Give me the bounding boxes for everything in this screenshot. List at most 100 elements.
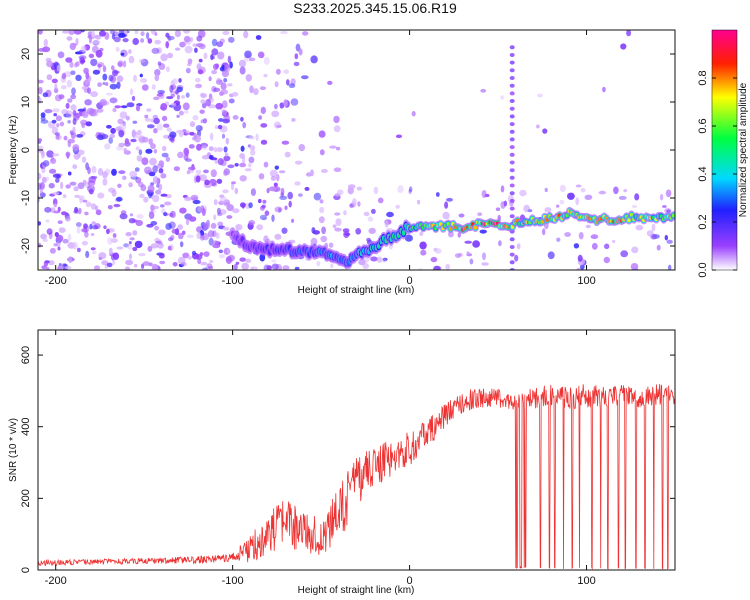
noise-speck [304, 186, 310, 191]
noise-speck [208, 155, 214, 160]
noise-speck [65, 216, 71, 222]
noise-speck [651, 223, 656, 232]
noise-speck [111, 65, 115, 71]
noise-speck [167, 245, 172, 251]
noise-speck [86, 107, 95, 115]
noise-speck [172, 78, 178, 85]
snr-frame [37, 329, 676, 571]
noise-speck [376, 256, 383, 263]
noise-speck [500, 95, 504, 100]
noise-speck [200, 93, 207, 99]
noise-speck [270, 175, 277, 181]
noise-speck [235, 261, 240, 265]
noise-speck [248, 220, 256, 226]
vertical-line-segment [509, 191, 515, 196]
noise-speck [176, 114, 180, 118]
noise-speck [352, 198, 357, 206]
noise-speck [222, 226, 230, 231]
noise-speck [117, 183, 122, 188]
vertical-line-segment [509, 106, 515, 111]
noise-speck [626, 30, 632, 37]
noise-speck [138, 149, 143, 156]
noise-speck [503, 200, 508, 207]
colorbar-tick-label: 0.8 [697, 70, 709, 85]
noise-speck [263, 235, 269, 243]
noise-speck [245, 258, 252, 263]
noise-speck [38, 138, 43, 142]
noise-speck [126, 102, 135, 108]
noise-speck [278, 170, 286, 174]
noise-speck [395, 134, 403, 139]
noise-speck [446, 197, 453, 202]
noise-speck [161, 152, 169, 158]
noise-speck [117, 118, 124, 125]
noise-speck [298, 193, 303, 197]
noise-speck [262, 217, 267, 221]
noise-speck [333, 167, 342, 172]
noise-speck [203, 251, 210, 257]
noise-speck [69, 181, 77, 186]
noise-speck [170, 93, 175, 98]
noise-speck [239, 202, 246, 208]
noise-speck [122, 38, 129, 43]
noise-speck [523, 204, 531, 213]
noise-speck [200, 261, 208, 266]
noise-speck [198, 58, 203, 63]
noise-speck [84, 77, 91, 85]
noise-speck [230, 182, 235, 191]
noise-speck [97, 168, 104, 176]
noise-speck [283, 69, 289, 74]
noise-speck [231, 181, 236, 185]
noise-speck [123, 60, 127, 68]
noise-speck [666, 209, 671, 214]
noise-speck [213, 87, 221, 93]
noise-speck [371, 208, 376, 214]
noise-speck [195, 83, 202, 89]
noise-speck [217, 221, 224, 227]
noise-speck [151, 47, 160, 55]
noise-speck [233, 264, 238, 270]
noise-speck [188, 132, 195, 136]
noise-speck [665, 189, 672, 198]
noise-speck [163, 123, 170, 128]
vertical-line-segment [509, 152, 515, 157]
noise-speck [155, 189, 162, 195]
noise-speck [60, 85, 67, 90]
noise-speck [397, 185, 404, 194]
noise-speck [268, 186, 277, 192]
noise-speck [92, 69, 100, 75]
noise-speck [99, 30, 106, 37]
noise-speck [201, 102, 207, 109]
noise-speck [128, 182, 133, 188]
noise-speck [91, 166, 97, 174]
noise-speck [81, 240, 88, 246]
noise-speck [495, 207, 501, 211]
noise-speck [556, 204, 560, 208]
noise-speck [70, 70, 76, 76]
noise-speck [320, 169, 328, 173]
noise-speck [190, 194, 199, 201]
y-tick-label: -10 [20, 190, 32, 206]
noise-speck [290, 98, 299, 106]
noise-speck [57, 51, 65, 59]
spectrogram-plot-area [38, 30, 675, 270]
noise-speck [223, 146, 228, 153]
noise-speck [132, 230, 138, 236]
noise-speck [83, 223, 88, 230]
noise-speck [128, 241, 132, 245]
noise-speck [163, 211, 168, 217]
noise-speck [329, 145, 337, 149]
noise-speck [160, 204, 165, 208]
noise-speck [435, 248, 442, 254]
vertical-line-segment [509, 83, 515, 88]
noise-speck [151, 263, 158, 270]
noise-speck [59, 265, 65, 269]
noise-speck [458, 252, 463, 257]
noise-speck [82, 199, 88, 203]
noise-speck [146, 108, 152, 112]
noise-speck [165, 41, 169, 49]
noise-speck [197, 258, 202, 265]
noise-speck [273, 182, 278, 187]
noise-speck [151, 84, 156, 90]
noise-speck [63, 113, 72, 118]
